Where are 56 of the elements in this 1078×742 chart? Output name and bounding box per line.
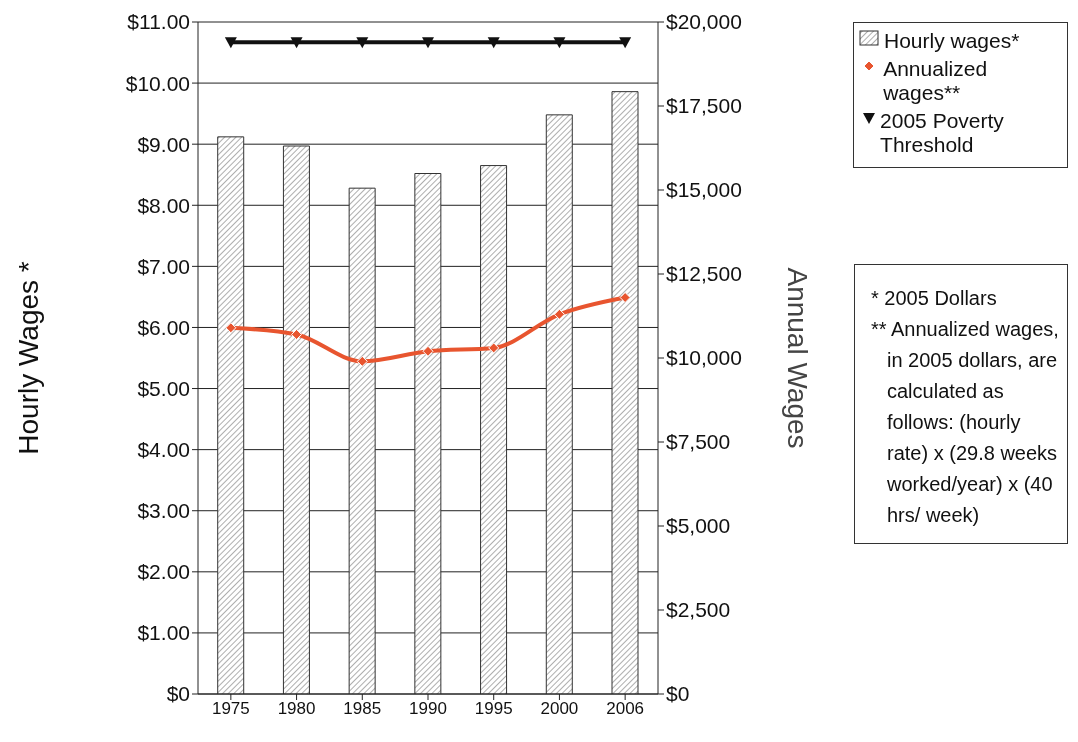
point [356, 37, 369, 49]
y2-tick-label: $0 [666, 682, 690, 706]
y2-tick-label: $15,000 [666, 178, 742, 202]
y2-tick-label: $10,000 [666, 346, 742, 370]
point [224, 37, 237, 49]
y-tick-label: $9.00 [137, 132, 190, 156]
legend-label: Hourly wages* [884, 29, 1020, 53]
y2-tick-label: $2,500 [666, 598, 731, 622]
y-tick-label: $8.00 [137, 193, 190, 217]
point [422, 345, 434, 357]
point [553, 308, 565, 320]
y-tick-label: $7.00 [137, 254, 190, 278]
y2-tick-label: $17,500 [666, 94, 742, 118]
y-tick-label: $5.00 [137, 377, 190, 400]
y2-tick-label: $20,000 [666, 10, 742, 34]
bar [545, 114, 573, 694]
y-tick-label: $6.00 [137, 315, 190, 339]
legend-label: 2005 Poverty Threshold [880, 109, 1005, 157]
point [291, 328, 303, 340]
bar [414, 173, 442, 694]
y-tick-label: $4.00 [137, 438, 190, 462]
x-tick-label: 2006 [606, 699, 645, 719]
y2-tick-label: $7,500 [666, 430, 731, 454]
point [619, 292, 631, 304]
y2-tick-label: $5,000 [666, 514, 731, 538]
point [488, 342, 500, 354]
point [290, 37, 303, 49]
text: ** Annualized wages, in 2005 dollars, are calculated as follows: (hourly rate) x (29.8 weeks worked/year) x (40 hrs/ week) [871, 317, 1060, 528]
y-tick-label: $11.00 [127, 10, 190, 34]
text: * 2005 Dollars [871, 286, 998, 311]
y-tick-label: $10.00 [125, 71, 190, 95]
y2-tick-label: $12,500 [666, 262, 742, 286]
y-tick-label: $0 [166, 682, 190, 706]
y-tick-label: $1.00 [137, 621, 190, 645]
y-tick-label: $2.00 [137, 560, 190, 584]
x-tick-label: 1985 [343, 699, 382, 719]
y-tick-label: $3.00 [137, 499, 190, 523]
bar [217, 136, 245, 694]
y2-axis-title: Annual Wages [782, 267, 814, 449]
x-tick-label: 1990 [409, 699, 447, 719]
point [356, 355, 368, 367]
bar [611, 91, 639, 694]
x-tick-label: 2000 [540, 699, 579, 719]
bar [348, 187, 376, 694]
bar [480, 165, 508, 694]
point [619, 37, 632, 49]
bar [282, 145, 310, 694]
point [487, 37, 500, 49]
x-tick-label: 1980 [277, 699, 316, 719]
point [225, 322, 237, 334]
legend-label: Annualized wages** [883, 57, 989, 105]
y-axis-title: Hourly Wages * [12, 261, 44, 455]
point [422, 37, 434, 49]
x-tick-label: 1975 [211, 699, 250, 719]
x-tick-label: 1995 [474, 699, 513, 719]
point [553, 37, 566, 49]
